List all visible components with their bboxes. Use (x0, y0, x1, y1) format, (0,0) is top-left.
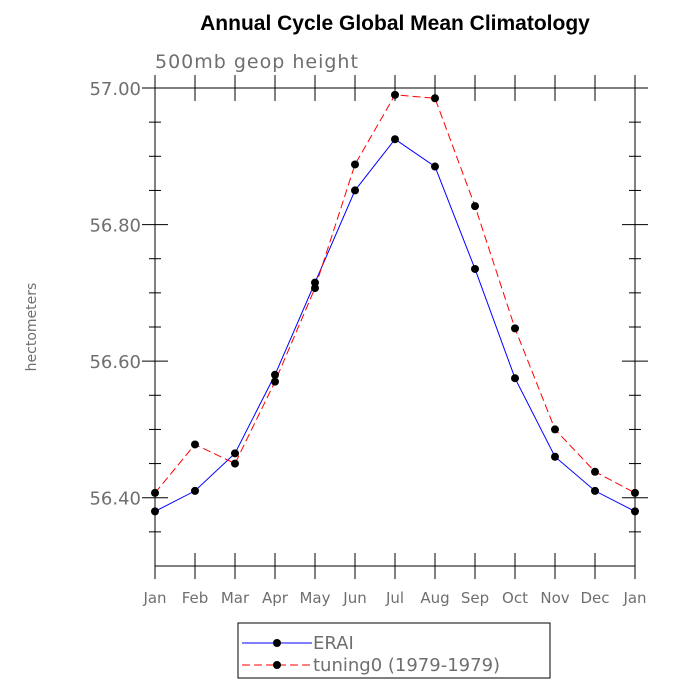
x-tick-label: Aug (420, 589, 449, 607)
series-point (311, 284, 319, 293)
series-layer (151, 90, 639, 516)
chart-subtitle: 500mb geop height (155, 51, 359, 73)
series-line (154, 138, 636, 512)
series-point (631, 507, 639, 516)
y-tick-labels: 56.40 56.60 56.80 57.00 (89, 79, 141, 510)
series-line (154, 94, 636, 494)
series-point (151, 488, 159, 497)
series-point (471, 202, 479, 211)
legend-marker (273, 639, 281, 647)
x-tick-label: Jul (385, 589, 404, 607)
chart-title: Annual Cycle Global Mean Climatology (200, 12, 590, 35)
series-point (431, 94, 439, 103)
series-point (591, 486, 599, 495)
x-tick-label: Oct (502, 589, 528, 607)
series-point (511, 324, 519, 333)
series-point (271, 377, 279, 386)
series-point (511, 374, 519, 383)
series-point (271, 370, 279, 379)
y-axis-label: hectometers (24, 283, 40, 372)
y-tick-label: 57.00 (89, 79, 141, 100)
series-point (391, 135, 399, 144)
y-tick-label: 56.80 (89, 216, 141, 237)
y-tick-label: 56.60 (89, 352, 141, 373)
x-tick-label: Apr (262, 589, 289, 607)
series-point (631, 488, 639, 497)
x-tick-label: Mar (221, 589, 250, 607)
x-tick-label: Sep (461, 589, 489, 607)
series-point (231, 449, 239, 458)
series-point (431, 162, 439, 171)
series-point (191, 440, 199, 449)
series-point (231, 459, 239, 468)
series-point (551, 452, 559, 461)
x-tick-label: Dec (580, 589, 609, 607)
x-tick-label: Feb (182, 589, 209, 607)
series-point (191, 486, 199, 495)
x-tick-label: Nov (540, 589, 569, 607)
series-point (151, 507, 159, 516)
series-point (591, 467, 599, 476)
series-point (351, 160, 359, 169)
x-tick-label: Jan (622, 589, 646, 607)
x-tick-label: Jan (142, 589, 166, 607)
x-tick-label: May (299, 589, 330, 607)
series-point (471, 264, 479, 273)
y-tick-label: 56.40 (89, 489, 141, 510)
x-tick-label: Jun (342, 589, 366, 607)
series-point (551, 425, 559, 434)
series-point (391, 90, 399, 99)
legend-marker (273, 661, 281, 669)
x-tick-labels: Jan Feb Mar Apr May Jun Jul Aug Sep Oct Nov Dec Jan (142, 589, 646, 607)
legend-entry-label: tuning0 (1979-1979) (313, 655, 500, 676)
series-point (351, 186, 359, 195)
axis-ticks (142, 75, 648, 579)
legend-entry-label: ERAI (313, 633, 354, 654)
legend-box (237, 622, 551, 679)
plot-frame (154, 87, 636, 567)
